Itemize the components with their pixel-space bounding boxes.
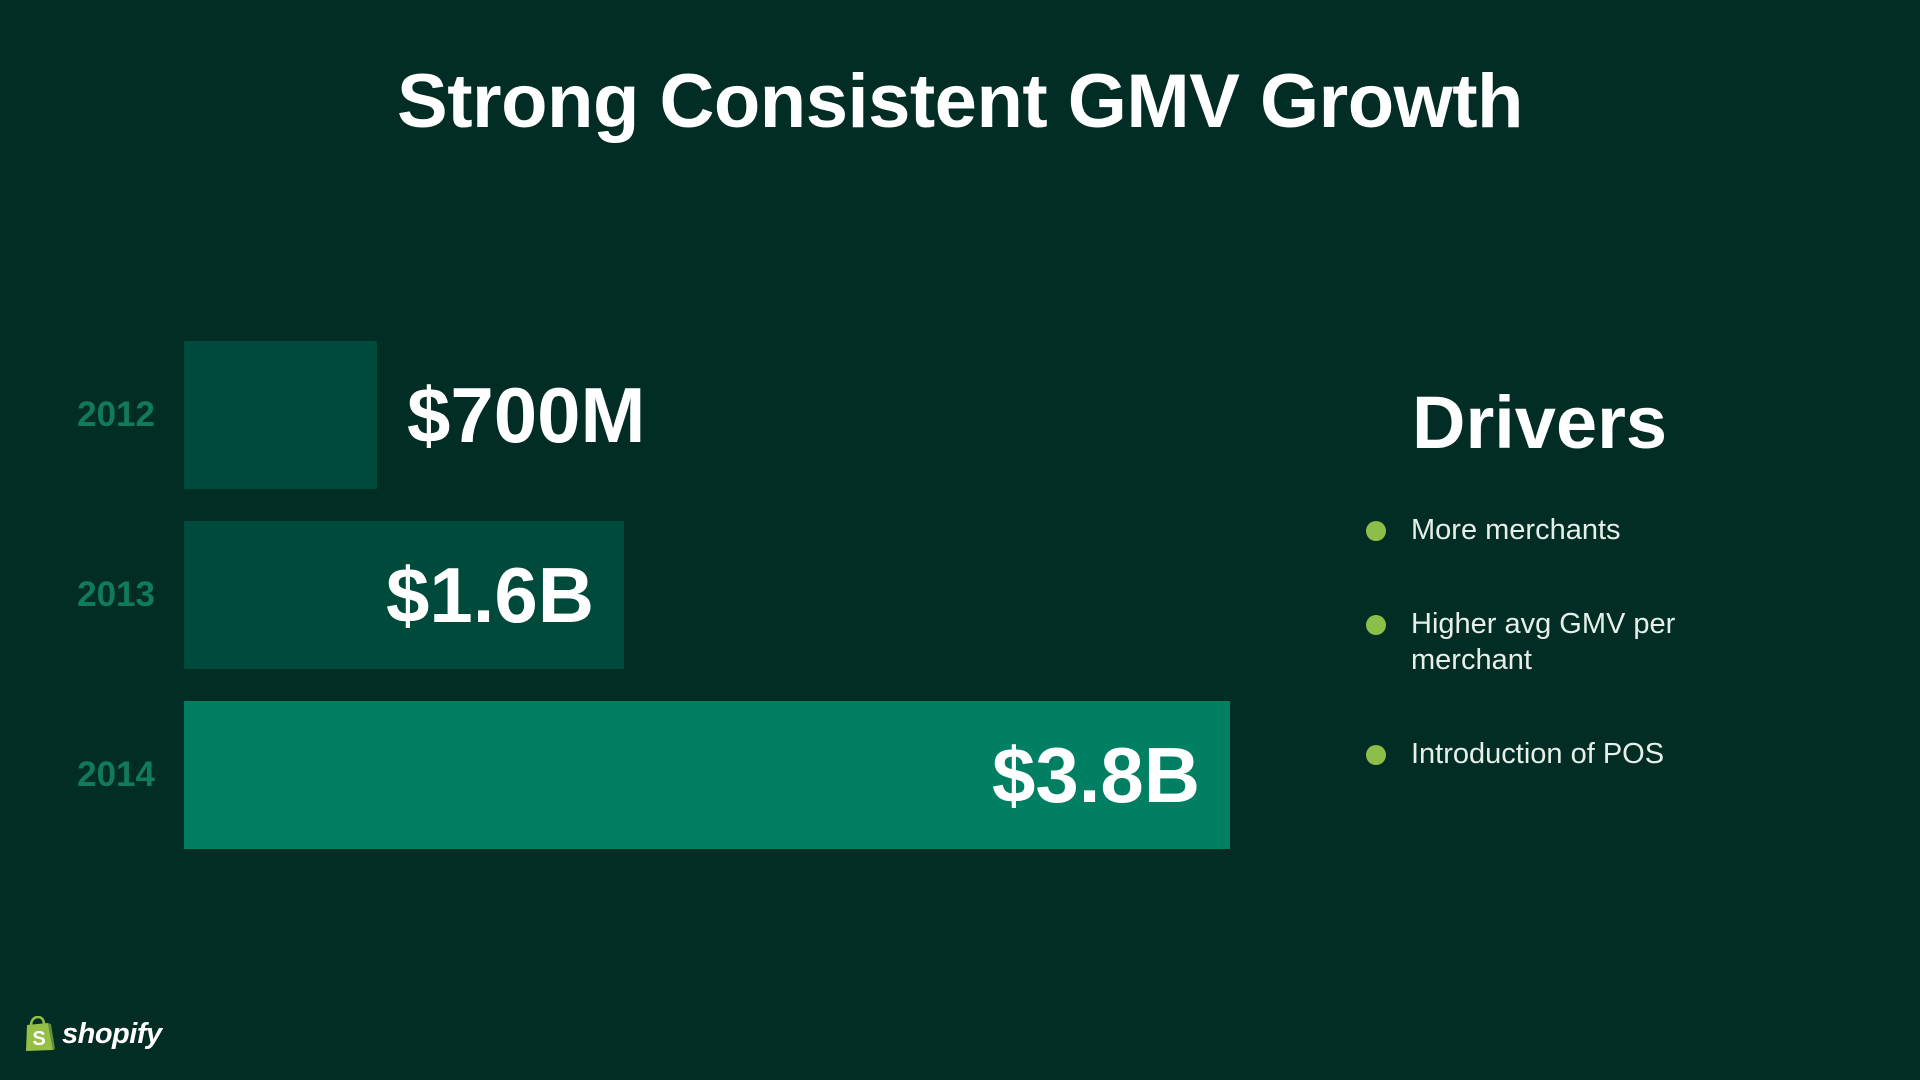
bar-2012: [184, 341, 377, 489]
drivers-list: More merchants Higher avg GMV per merchan…: [1366, 512, 1786, 830]
shopify-logo: S shopify: [24, 1016, 162, 1052]
bullet-icon: [1366, 615, 1386, 635]
bullet-icon: [1366, 745, 1386, 765]
bar-2014: [184, 701, 1230, 849]
bar-value-label: $3.8B: [992, 731, 1201, 819]
bar-value-label: $700M: [407, 371, 646, 459]
drivers-title: Drivers: [1412, 381, 1668, 464]
shopping-bag-icon: S: [26, 1016, 55, 1051]
bullet-icon: [1366, 521, 1386, 541]
year-label: 2014: [77, 755, 155, 794]
svg-text:S: S: [32, 1028, 45, 1050]
driver-item: Higher avg GMV per merchant: [1366, 606, 1786, 678]
logo-wordmark: shopify: [62, 1017, 162, 1050]
driver-text: Introduction of POS: [1411, 738, 1665, 770]
year-label: 2013: [77, 575, 155, 614]
driver-item: More merchants: [1366, 512, 1786, 548]
driver-text: Higher avg GMV per merchant: [1411, 608, 1676, 676]
bar-2013: [184, 521, 624, 669]
driver-text: More merchants: [1411, 514, 1621, 546]
year-label: 2012: [77, 395, 155, 434]
driver-item: Introduction of POS: [1366, 736, 1786, 772]
bar-value-label: $1.6B: [386, 551, 595, 639]
slide-title: Strong Consistent GMV Growth: [397, 59, 1523, 144]
